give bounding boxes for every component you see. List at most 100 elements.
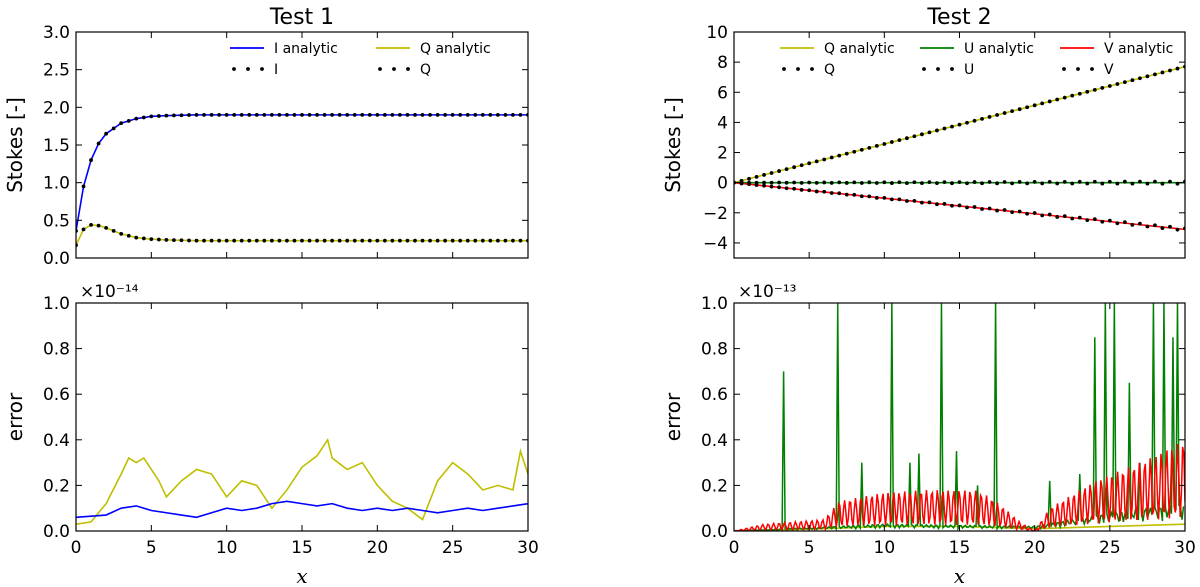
data-point	[202, 238, 206, 243]
data-point	[443, 112, 448, 117]
chart-title: Test 2	[926, 5, 991, 30]
data-point	[950, 124, 954, 129]
data-point	[224, 112, 229, 117]
data-point	[428, 238, 432, 243]
data-point	[1062, 179, 1067, 184]
y-tick-label: 0.6	[701, 385, 728, 405]
legend-label: I analytic	[274, 41, 338, 57]
plot-area	[76, 112, 528, 248]
data-point	[435, 238, 440, 243]
data-point	[769, 184, 774, 189]
data-point	[156, 114, 161, 118]
data-point	[443, 238, 448, 243]
x-tick-label: 0	[729, 538, 740, 558]
data-point	[104, 225, 109, 230]
data-point	[1017, 180, 1022, 184]
data-point	[458, 238, 463, 243]
data-point	[1055, 215, 1060, 219]
data-point	[1107, 218, 1112, 223]
panel-test1_error: 0 5 10 15 20 25 30 0.0 0.2 0.4 0.6 0.8 1.0 error x ×10⁻…	[3, 282, 539, 587]
data-point	[345, 112, 350, 117]
data-point	[104, 131, 109, 136]
data-point	[269, 238, 274, 243]
data-point	[262, 238, 267, 243]
y-tick-label: 1.0	[701, 294, 728, 314]
y-tick-label: 2.5	[43, 61, 70, 81]
data-point	[987, 115, 992, 119]
x-tick-label: 0	[71, 538, 82, 558]
x-axis-label: x	[296, 564, 307, 587]
data-point	[904, 199, 909, 203]
data-point	[814, 180, 819, 185]
data-point	[511, 238, 515, 243]
data-point	[337, 112, 342, 117]
x-axis-label: x	[954, 564, 965, 587]
data-point	[1077, 215, 1082, 220]
data-point	[119, 121, 124, 126]
y-tick-label: 3.0	[43, 23, 70, 43]
data-point	[972, 118, 977, 123]
data-point	[1100, 181, 1105, 186]
data-point	[209, 238, 214, 243]
data-point	[480, 238, 485, 243]
data-point	[488, 238, 493, 243]
data-point	[277, 112, 282, 117]
data-point	[1122, 220, 1127, 225]
data-point	[950, 203, 954, 208]
data-point	[859, 181, 864, 185]
data-point	[1032, 180, 1037, 184]
y-tick-label: 8	[717, 53, 728, 73]
data-point	[1002, 180, 1007, 184]
data-point	[769, 171, 774, 175]
data-point	[1077, 179, 1082, 184]
y-tick-label: 1.0	[43, 174, 70, 194]
data-point	[784, 167, 789, 172]
data-point	[1085, 181, 1090, 186]
data-point	[111, 126, 116, 131]
data-point	[829, 191, 834, 195]
panel-test1_stokes: 0.0 0.5 1.0 1.5 2.0 2.5 3.0 Test 1 Stokes [-] I a…	[3, 5, 529, 269]
data-point	[1070, 216, 1075, 221]
data-point	[1138, 221, 1142, 226]
data-point	[1040, 213, 1045, 218]
data-point	[1047, 179, 1052, 184]
data-point	[1115, 181, 1120, 186]
data-point	[164, 238, 169, 242]
legend-marker	[922, 67, 926, 71]
data-point	[1138, 179, 1142, 184]
y-tick-label: 1.5	[43, 136, 70, 156]
data-point	[1160, 181, 1165, 186]
data-point	[957, 180, 962, 185]
data-point	[1160, 70, 1165, 75]
data-point	[420, 112, 425, 117]
data-point	[458, 112, 463, 117]
legend-marker	[782, 67, 786, 71]
legend-marker	[1090, 67, 1094, 71]
data-point	[822, 157, 827, 162]
data-point	[81, 184, 86, 189]
data-point	[503, 112, 508, 117]
data-point	[799, 180, 804, 185]
data-point	[119, 231, 124, 236]
y-tick-label: 10	[706, 23, 728, 43]
data-point	[792, 180, 797, 185]
data-point	[980, 181, 984, 186]
y-tick-label: 2	[717, 144, 728, 164]
data-point	[480, 112, 485, 117]
data-point	[1160, 226, 1165, 230]
data-point	[405, 238, 410, 243]
plot-area	[76, 437, 528, 525]
data-point	[882, 142, 887, 146]
data-point	[1092, 217, 1097, 222]
data-point	[965, 120, 969, 125]
x-tick-label: 25	[1099, 538, 1121, 558]
data-point	[837, 153, 842, 158]
exponent-label: ×10⁻¹⁴	[80, 282, 139, 302]
x-tick-label: 5	[804, 538, 815, 558]
data-point	[1010, 181, 1015, 186]
data-point	[307, 112, 312, 117]
x-tick-label: 5	[146, 538, 157, 558]
data-point	[96, 223, 101, 228]
data-point	[1055, 181, 1060, 186]
x-tick-label: 10	[874, 538, 896, 558]
